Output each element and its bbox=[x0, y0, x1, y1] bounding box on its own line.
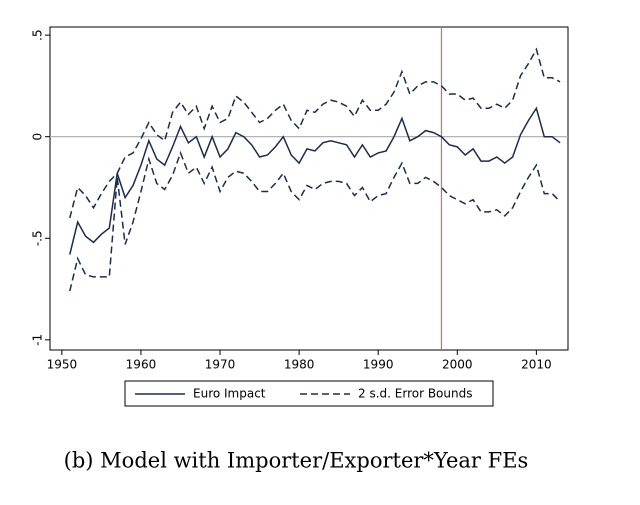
plot-frame bbox=[49, 26, 569, 351]
y-tick-label: -.5 bbox=[31, 230, 45, 246]
x-tick-label: 2000 bbox=[442, 358, 473, 372]
legend-box bbox=[124, 380, 494, 407]
x-tick-label: 2010 bbox=[521, 358, 552, 372]
bound-line bbox=[69, 47, 561, 219]
caption: (b) Model with Importer/Exporter*Year FE… bbox=[64, 449, 529, 473]
y-tick-label: .5 bbox=[31, 29, 45, 40]
legend-label: Euro Impact bbox=[193, 387, 266, 401]
legend-label: 2 s.d. Error Bounds bbox=[358, 387, 472, 401]
x-tick-label: 1980 bbox=[284, 358, 315, 372]
bound-line bbox=[69, 150, 561, 292]
series-line bbox=[69, 106, 561, 255]
y-tick-label: 0 bbox=[31, 133, 45, 141]
y-tick-label: -1 bbox=[31, 334, 45, 346]
x-tick-label: 1970 bbox=[205, 358, 236, 372]
x-tick-label: 1960 bbox=[126, 358, 157, 372]
x-tick-label: 1950 bbox=[47, 358, 78, 372]
x-tick-label: 1990 bbox=[363, 358, 394, 372]
